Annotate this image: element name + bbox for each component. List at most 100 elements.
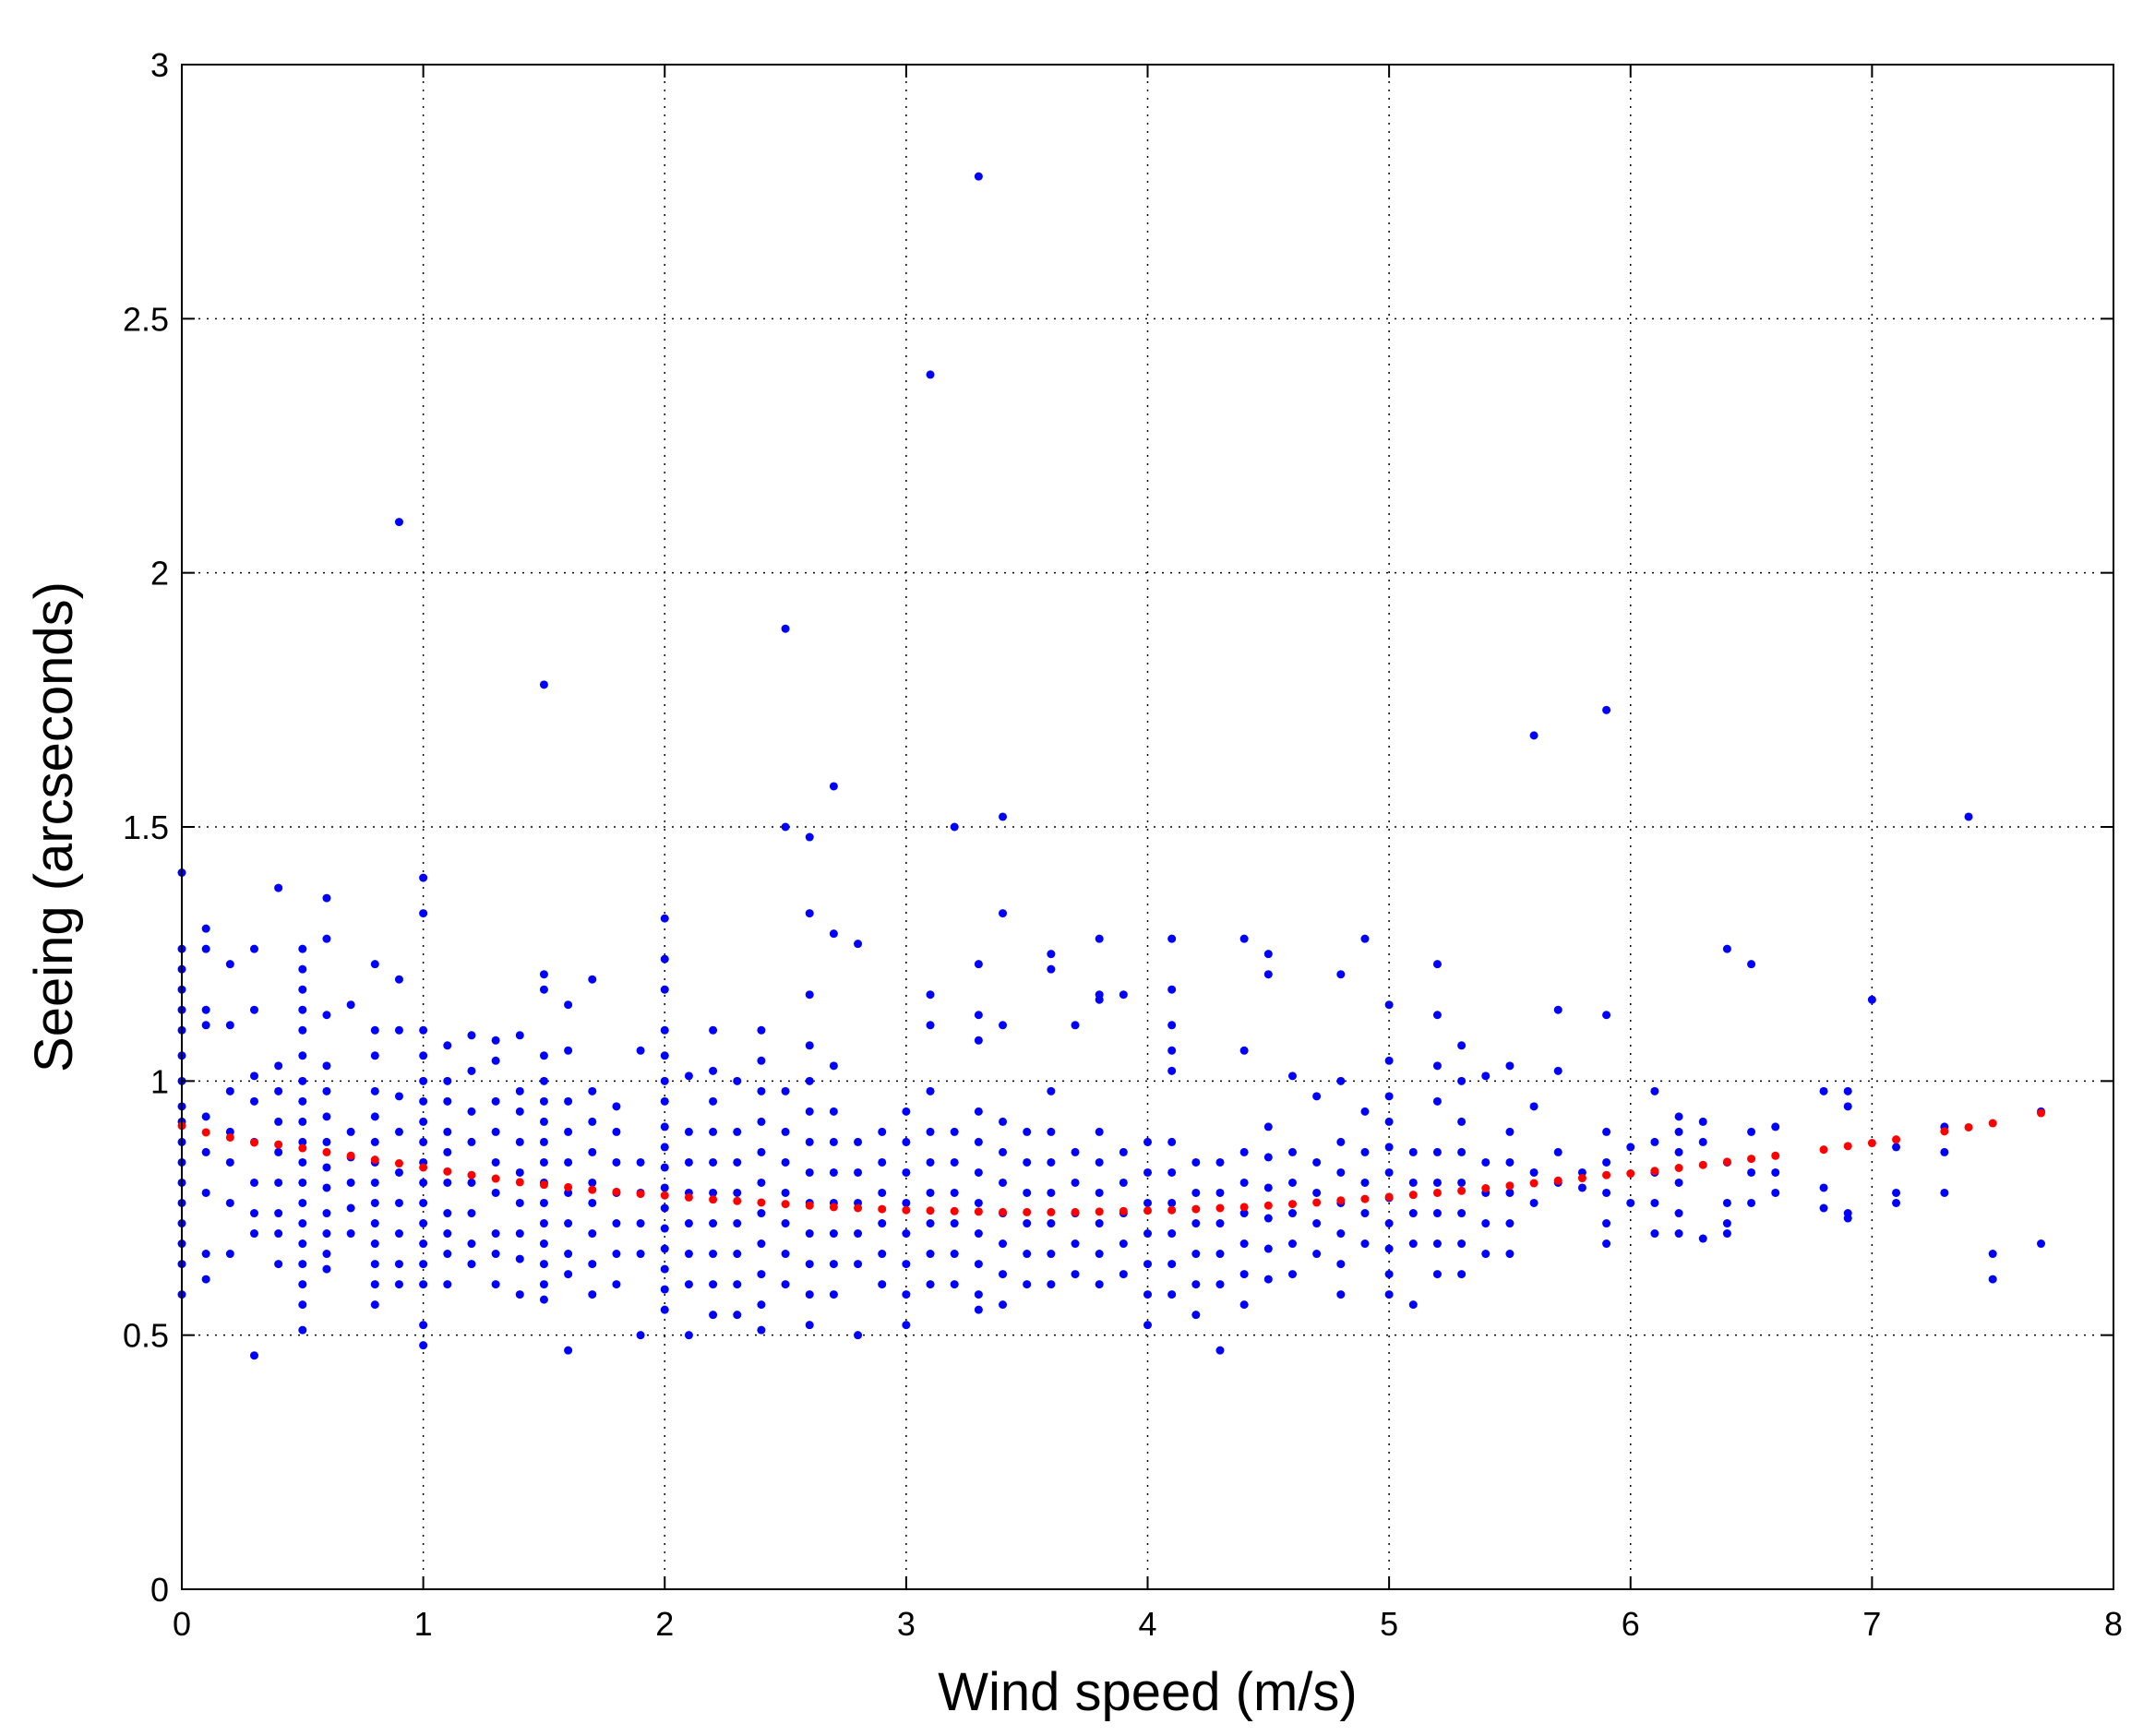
data-point bbox=[322, 1209, 331, 1218]
data-point bbox=[660, 1051, 669, 1060]
trend-point bbox=[950, 1206, 959, 1215]
data-point bbox=[1191, 1188, 1201, 1197]
data-point bbox=[805, 1167, 814, 1177]
data-point bbox=[370, 1219, 379, 1228]
data-point bbox=[491, 1188, 500, 1197]
data-point bbox=[1191, 1280, 1201, 1289]
data-point bbox=[1143, 1321, 1152, 1330]
data-point bbox=[370, 960, 379, 969]
data-point bbox=[491, 1229, 500, 1239]
data-point bbox=[1167, 1198, 1177, 1207]
data-point bbox=[1505, 1219, 1514, 1228]
data-point bbox=[298, 1157, 307, 1167]
data-point bbox=[950, 1127, 959, 1136]
data-point bbox=[298, 944, 307, 953]
data-point bbox=[709, 1250, 718, 1259]
data-point bbox=[1239, 1270, 1249, 1279]
data-point bbox=[515, 1137, 524, 1146]
data-point bbox=[1143, 1167, 1152, 1177]
trend-point bbox=[1843, 1142, 1852, 1151]
data-point bbox=[1505, 1157, 1514, 1167]
data-point bbox=[225, 1021, 234, 1030]
data-point bbox=[1239, 934, 1249, 943]
data-point bbox=[225, 1198, 234, 1207]
trend-point bbox=[1457, 1186, 1467, 1195]
data-point bbox=[1095, 1250, 1104, 1259]
y-tick-label: 2 bbox=[150, 555, 169, 593]
data-point bbox=[684, 1250, 693, 1259]
trend-point bbox=[1384, 1192, 1394, 1202]
trend-point bbox=[1722, 1157, 1731, 1167]
data-point bbox=[854, 1260, 863, 1269]
trend-point bbox=[878, 1204, 887, 1214]
data-point bbox=[733, 1311, 742, 1320]
data-point bbox=[443, 1076, 452, 1085]
data-point bbox=[1023, 1188, 1032, 1197]
x-tick-label: 3 bbox=[897, 1605, 916, 1643]
trend-point bbox=[1771, 1151, 1780, 1160]
data-point bbox=[1047, 964, 1056, 974]
trend-point bbox=[757, 1198, 766, 1207]
data-point bbox=[636, 1046, 645, 1055]
trend-point bbox=[660, 1191, 669, 1200]
data-point bbox=[1626, 1143, 1635, 1152]
data-point bbox=[491, 1157, 500, 1167]
data-point bbox=[539, 1219, 548, 1228]
data-point bbox=[1771, 1188, 1780, 1197]
data-point bbox=[419, 1137, 428, 1146]
data-point bbox=[950, 1250, 959, 1259]
data-point bbox=[1384, 1056, 1394, 1065]
trend-point bbox=[539, 1180, 548, 1190]
data-point bbox=[1239, 1209, 1249, 1218]
trend-point bbox=[781, 1200, 790, 1209]
data-point bbox=[829, 1167, 838, 1177]
data-points bbox=[177, 172, 2046, 1360]
trend-point bbox=[1263, 1201, 1273, 1210]
trend-point bbox=[1312, 1198, 1322, 1207]
y-tick-label: 1.5 bbox=[123, 808, 169, 846]
data-point bbox=[1360, 1209, 1370, 1218]
data-point bbox=[564, 1000, 573, 1010]
data-point bbox=[733, 1157, 742, 1167]
data-point bbox=[1602, 1219, 1611, 1228]
data-point bbox=[298, 1325, 307, 1335]
x-tick-label: 7 bbox=[1862, 1605, 1881, 1643]
trend-point bbox=[1602, 1170, 1611, 1179]
trend-point bbox=[1095, 1207, 1104, 1216]
data-point bbox=[733, 1188, 742, 1197]
trend-point bbox=[1819, 1145, 1828, 1155]
data-point bbox=[1747, 1167, 1756, 1177]
data-point bbox=[660, 1264, 669, 1274]
trend-point bbox=[1626, 1169, 1635, 1179]
data-point bbox=[1336, 1076, 1346, 1085]
data-point bbox=[1432, 960, 1442, 969]
data-point bbox=[1819, 1203, 1828, 1213]
data-point bbox=[709, 1280, 718, 1289]
data-point bbox=[781, 1280, 790, 1289]
trend-point bbox=[1747, 1155, 1756, 1164]
data-point bbox=[660, 985, 669, 994]
trend-point bbox=[249, 1138, 258, 1147]
data-point bbox=[829, 782, 838, 791]
data-point bbox=[515, 1107, 524, 1116]
data-point bbox=[660, 1025, 669, 1035]
data-point bbox=[974, 1167, 983, 1177]
data-point bbox=[298, 985, 307, 994]
data-point bbox=[926, 990, 935, 1000]
data-point bbox=[1650, 1086, 1659, 1095]
data-point bbox=[733, 1219, 742, 1228]
data-point bbox=[1722, 1229, 1731, 1239]
trend-point bbox=[1215, 1203, 1225, 1213]
blue-data-series bbox=[177, 172, 2046, 1360]
data-point bbox=[999, 1300, 1008, 1310]
data-point bbox=[1747, 960, 1756, 969]
data-point bbox=[298, 1051, 307, 1060]
data-point bbox=[974, 1137, 983, 1146]
data-point bbox=[274, 1086, 283, 1095]
data-point bbox=[684, 1280, 693, 1289]
y-tick-label: 1 bbox=[150, 1062, 169, 1100]
data-point bbox=[1384, 1244, 1394, 1253]
data-point bbox=[201, 1275, 210, 1284]
data-point bbox=[225, 1250, 234, 1259]
